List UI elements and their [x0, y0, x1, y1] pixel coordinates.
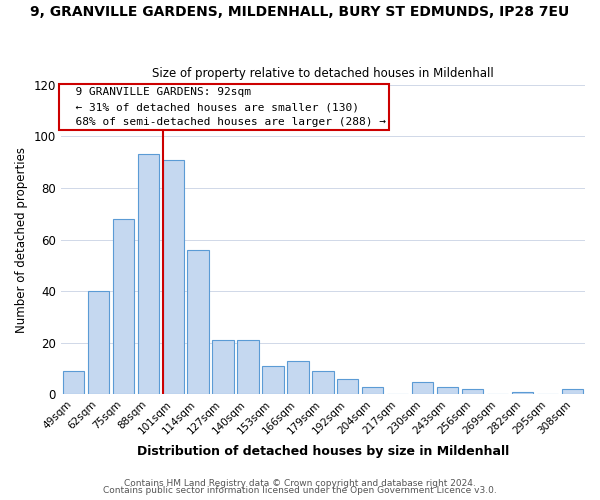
- Bar: [562, 390, 583, 394]
- Bar: [412, 382, 433, 394]
- Bar: [262, 366, 284, 394]
- Bar: [163, 160, 184, 394]
- Bar: [512, 392, 533, 394]
- Y-axis label: Number of detached properties: Number of detached properties: [15, 146, 28, 332]
- Text: Contains HM Land Registry data © Crown copyright and database right 2024.: Contains HM Land Registry data © Crown c…: [124, 478, 476, 488]
- Bar: [462, 390, 483, 394]
- Text: 9 GRANVILLE GARDENS: 92sqm
  ← 31% of detached houses are smaller (130)
  68% of: 9 GRANVILLE GARDENS: 92sqm ← 31% of deta…: [62, 88, 386, 127]
- Bar: [238, 340, 259, 394]
- Bar: [62, 371, 84, 394]
- Bar: [437, 386, 458, 394]
- Title: Size of property relative to detached houses in Mildenhall: Size of property relative to detached ho…: [152, 66, 494, 80]
- Bar: [137, 154, 159, 394]
- Text: 9, GRANVILLE GARDENS, MILDENHALL, BURY ST EDMUNDS, IP28 7EU: 9, GRANVILLE GARDENS, MILDENHALL, BURY S…: [31, 5, 569, 19]
- Bar: [312, 371, 334, 394]
- Bar: [362, 386, 383, 394]
- Bar: [113, 219, 134, 394]
- Bar: [212, 340, 233, 394]
- X-axis label: Distribution of detached houses by size in Mildenhall: Distribution of detached houses by size …: [137, 444, 509, 458]
- Bar: [337, 379, 358, 394]
- Text: Contains public sector information licensed under the Open Government Licence v3: Contains public sector information licen…: [103, 486, 497, 495]
- Bar: [187, 250, 209, 394]
- Bar: [287, 361, 308, 394]
- Bar: [88, 291, 109, 395]
